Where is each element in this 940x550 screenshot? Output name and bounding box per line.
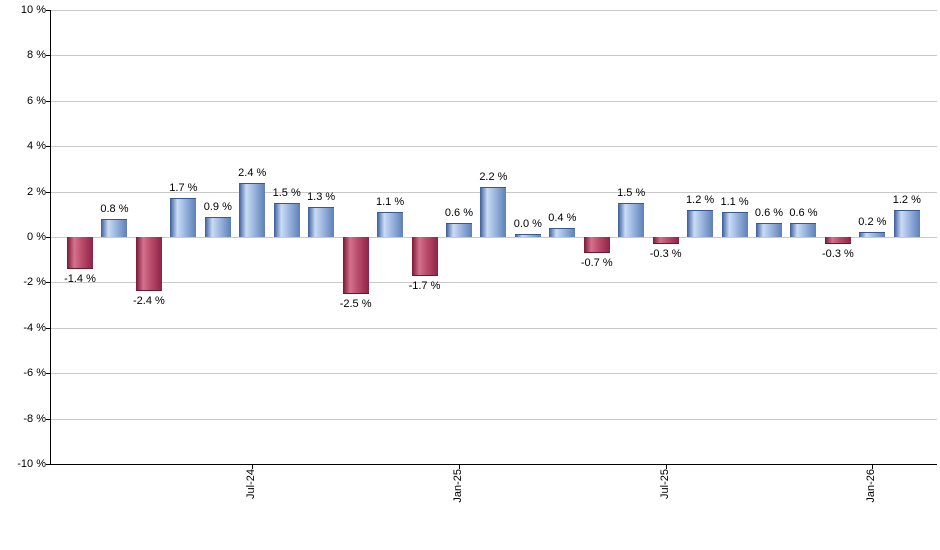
bar-value-label: 1.2 %: [892, 193, 921, 206]
bar-value-label: 1.2 %: [686, 193, 715, 206]
bar: [273, 202, 300, 237]
bar: [67, 237, 93, 269]
y-axis-tick: [46, 373, 50, 375]
bar-value-label: 0.6 %: [444, 207, 473, 220]
y-axis-tick: [46, 418, 50, 420]
y-axis-tick-label: -4 %: [23, 321, 46, 334]
y-axis-tick-label: 8 %: [27, 49, 46, 62]
gridline: [51, 55, 937, 57]
gridline: [51, 100, 937, 102]
bar-value-label: 0.9 %: [203, 200, 232, 213]
y-axis-tick: [46, 327, 50, 329]
bar-value-label: 0.6 %: [789, 207, 818, 220]
y-axis-tick-label: 6 %: [27, 94, 46, 107]
bar: [893, 209, 920, 237]
bar-value-label: 0.8 %: [100, 202, 129, 215]
bar: [204, 216, 231, 237]
y-axis-tick: [46, 10, 50, 11]
bar: [824, 237, 851, 244]
bar-value-label: 1.5 %: [272, 186, 301, 199]
bar: [480, 187, 507, 237]
bar: [411, 237, 438, 276]
bar-value-label: -2.5 %: [339, 297, 372, 310]
bar: [445, 223, 472, 237]
x-axis-tick: [872, 465, 874, 469]
y-axis-tick-label: -6 %: [23, 367, 46, 380]
y-axis-tick-label: 4 %: [27, 140, 46, 153]
x-axis-tick-label: Jul-25: [658, 469, 671, 499]
bar-value-label: 1.7 %: [169, 182, 198, 195]
bar: [342, 237, 369, 294]
y-axis-tick-label: 2 %: [27, 185, 46, 198]
x-axis-tick: [665, 465, 667, 469]
bar: [756, 223, 782, 237]
bar: [652, 237, 679, 244]
y-axis-tick: [46, 146, 50, 148]
y-axis-tick: [46, 282, 50, 284]
y-axis-tick: [46, 100, 50, 102]
y-axis-tick: [46, 191, 50, 193]
y-axis-tick-label: -10 %: [17, 458, 46, 470]
bar: [790, 223, 817, 237]
bar-value-label: 0.2 %: [858, 216, 887, 229]
bar: [721, 212, 748, 237]
bar-value-label: 0.6 %: [754, 207, 784, 220]
bar-value-label: -0.3 %: [821, 247, 854, 260]
bar: [239, 182, 266, 237]
y-axis-tick-label: 10 %: [20, 4, 46, 16]
bar: [514, 234, 541, 237]
bar: [170, 198, 197, 237]
y-axis-tick: [46, 237, 50, 238]
bar: [618, 202, 645, 237]
gridline: [51, 418, 937, 420]
bar-value-label: 1.1 %: [720, 196, 749, 209]
gridline: [51, 282, 937, 284]
x-axis-tick: [252, 465, 254, 469]
bar: [308, 207, 335, 237]
bar-value-label: 1.3 %: [307, 191, 336, 204]
x-axis-line: [50, 464, 937, 465]
bar-value-label: 0.0 %: [513, 218, 542, 230]
bar: [687, 209, 714, 237]
gridline: [51, 327, 937, 329]
y-axis-tick-label: -8 %: [23, 412, 46, 425]
bar-value-label: -1.7 %: [408, 279, 441, 292]
bar: [549, 227, 576, 237]
gridline: [51, 146, 937, 148]
bar-value-label: -2.4 %: [132, 295, 165, 308]
gridline: [51, 237, 937, 238]
y-axis-tick: [46, 464, 50, 465]
bar-value-label: 0.4 %: [548, 211, 577, 224]
bar-value-label: 2.4 %: [238, 166, 267, 179]
bar-value-label: 1.1 %: [375, 196, 405, 209]
x-axis-tick-label: Jul-24: [245, 469, 258, 499]
gridline: [51, 373, 937, 375]
bar: [101, 218, 128, 237]
y-axis-tick-label: 0 %: [27, 231, 46, 243]
y-axis-tick: [46, 55, 50, 57]
bar-value-label: -1.4 %: [64, 272, 96, 285]
x-axis-tick-label: Jan-25: [451, 469, 464, 503]
x-axis-tick-label: Jan-26: [865, 469, 878, 503]
bar: [583, 237, 610, 253]
bar-value-label: 1.5 %: [617, 186, 646, 199]
gridline: [51, 10, 937, 11]
bar: [135, 237, 162, 292]
y-axis-line: [50, 10, 51, 465]
bar: [377, 212, 404, 237]
bar-value-label: 2.2 %: [479, 171, 508, 184]
bar: [859, 232, 886, 237]
bar-value-label: -0.7 %: [580, 256, 613, 269]
x-axis-tick: [458, 465, 460, 469]
bar-value-label: -0.3 %: [649, 247, 682, 260]
y-axis-tick-label: -2 %: [23, 276, 46, 289]
